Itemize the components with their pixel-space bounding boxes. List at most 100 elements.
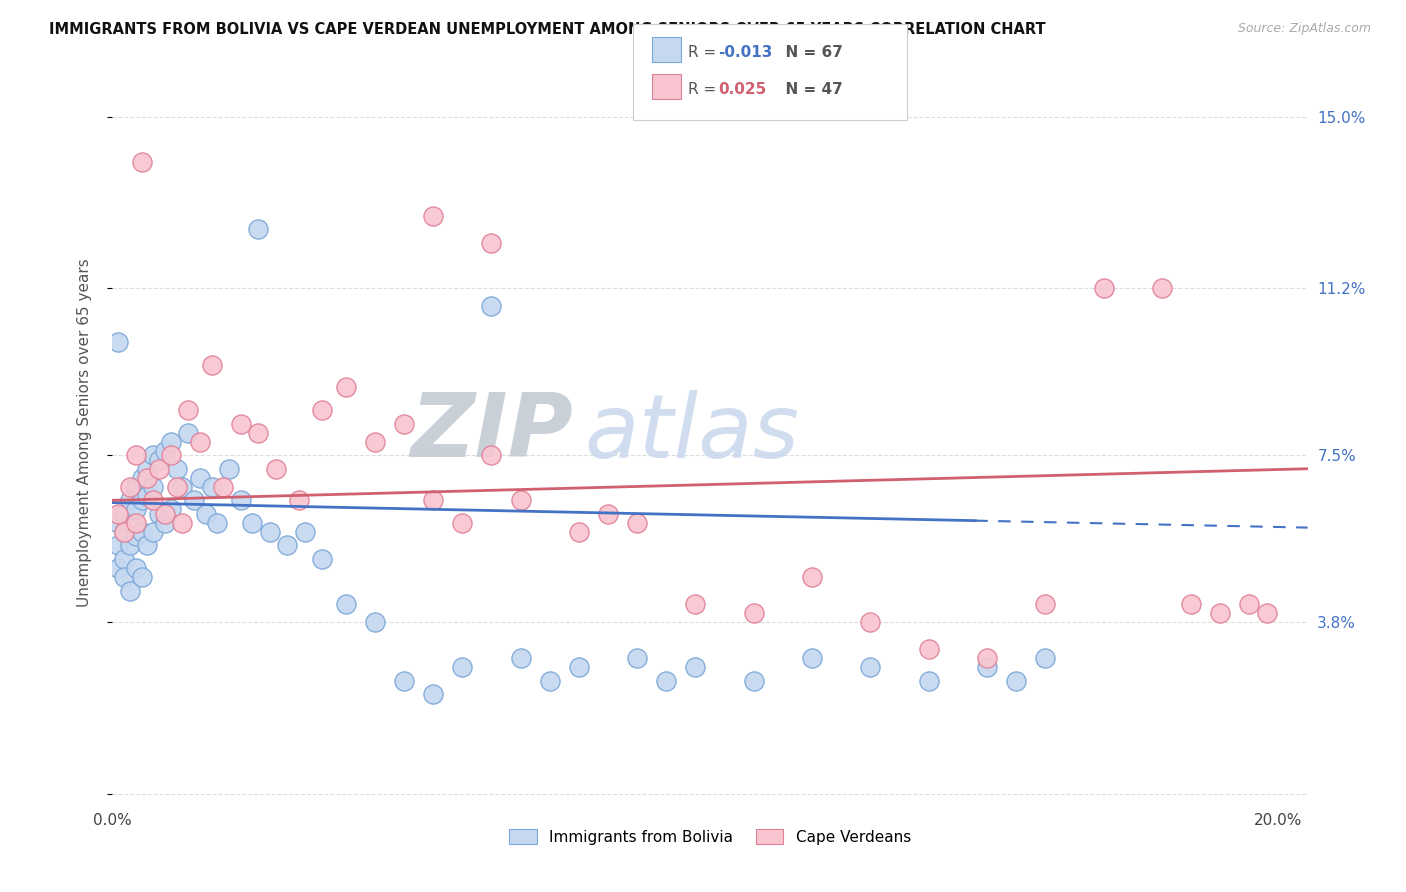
Point bbox=[311, 403, 333, 417]
Point bbox=[112, 552, 135, 566]
Point bbox=[125, 529, 148, 543]
Point bbox=[112, 524, 135, 539]
Point bbox=[335, 380, 357, 394]
Point bbox=[655, 673, 678, 688]
Point bbox=[626, 651, 648, 665]
Point bbox=[568, 660, 591, 674]
Point bbox=[247, 222, 270, 236]
Point bbox=[1180, 597, 1202, 611]
Point bbox=[136, 539, 159, 553]
Point bbox=[200, 358, 222, 372]
Point bbox=[422, 493, 444, 508]
Point bbox=[1256, 606, 1278, 620]
Point bbox=[142, 524, 165, 539]
Point bbox=[218, 461, 240, 475]
Point bbox=[335, 597, 357, 611]
Y-axis label: Unemployment Among Seniors over 65 years: Unemployment Among Seniors over 65 years bbox=[77, 259, 91, 607]
Point bbox=[148, 452, 170, 467]
Point bbox=[153, 507, 176, 521]
Point bbox=[131, 570, 153, 584]
Point bbox=[177, 425, 200, 440]
Point bbox=[125, 561, 148, 575]
Point bbox=[481, 299, 503, 313]
Point bbox=[976, 660, 998, 674]
Point bbox=[801, 651, 824, 665]
Text: atlas: atlas bbox=[585, 390, 800, 475]
Point bbox=[148, 461, 170, 475]
Point bbox=[107, 335, 129, 350]
Point bbox=[1239, 597, 1261, 611]
Point bbox=[917, 673, 939, 688]
Point bbox=[311, 552, 333, 566]
Point bbox=[166, 461, 188, 475]
Point bbox=[1209, 606, 1232, 620]
Point bbox=[159, 502, 181, 516]
Point bbox=[142, 493, 165, 508]
Point bbox=[172, 516, 194, 530]
Point bbox=[917, 642, 939, 657]
Point bbox=[125, 502, 148, 516]
Text: ZIP: ZIP bbox=[409, 389, 572, 476]
Point bbox=[422, 209, 444, 223]
Point bbox=[194, 507, 217, 521]
Point bbox=[148, 507, 170, 521]
Point bbox=[626, 516, 648, 530]
Point bbox=[118, 539, 141, 553]
Point bbox=[276, 539, 298, 553]
Point bbox=[107, 561, 129, 575]
Point bbox=[422, 688, 444, 702]
Point bbox=[188, 434, 211, 449]
Point bbox=[568, 524, 591, 539]
Point bbox=[159, 434, 181, 449]
Point bbox=[118, 480, 141, 494]
Point bbox=[131, 471, 153, 485]
Text: N = 67: N = 67 bbox=[775, 45, 842, 60]
Point bbox=[509, 651, 531, 665]
Point bbox=[685, 597, 707, 611]
Point bbox=[166, 480, 188, 494]
Point bbox=[153, 443, 176, 458]
Point bbox=[509, 493, 531, 508]
Legend: Immigrants from Bolivia, Cape Verdeans: Immigrants from Bolivia, Cape Verdeans bbox=[503, 822, 917, 851]
Point bbox=[364, 434, 387, 449]
Point bbox=[131, 154, 153, 169]
Point bbox=[142, 448, 165, 462]
Point bbox=[392, 673, 415, 688]
Point bbox=[142, 480, 165, 494]
Text: Source: ZipAtlas.com: Source: ZipAtlas.com bbox=[1237, 22, 1371, 36]
Text: 0.025: 0.025 bbox=[718, 82, 766, 97]
Point bbox=[112, 524, 135, 539]
Point bbox=[188, 471, 211, 485]
Point bbox=[364, 615, 387, 630]
Point bbox=[976, 651, 998, 665]
Point bbox=[1033, 651, 1056, 665]
Point bbox=[125, 516, 148, 530]
Point bbox=[131, 524, 153, 539]
Point bbox=[742, 673, 765, 688]
Point bbox=[131, 493, 153, 508]
Point bbox=[107, 516, 129, 530]
Point bbox=[596, 507, 619, 521]
Point bbox=[229, 417, 252, 431]
Text: IMMIGRANTS FROM BOLIVIA VS CAPE VERDEAN UNEMPLOYMENT AMONG SENIORS OVER 65 YEARS: IMMIGRANTS FROM BOLIVIA VS CAPE VERDEAN … bbox=[49, 22, 1046, 37]
Text: -0.013: -0.013 bbox=[718, 45, 773, 60]
Point bbox=[177, 403, 200, 417]
Text: R =: R = bbox=[688, 45, 721, 60]
Point bbox=[481, 235, 503, 250]
Point bbox=[112, 507, 135, 521]
Point bbox=[242, 516, 264, 530]
Point bbox=[247, 425, 270, 440]
Point bbox=[1150, 281, 1173, 295]
Point bbox=[859, 615, 882, 630]
Point bbox=[200, 480, 222, 494]
Point bbox=[212, 480, 235, 494]
Point bbox=[1005, 673, 1028, 688]
Point bbox=[294, 524, 316, 539]
Point bbox=[125, 448, 148, 462]
Point bbox=[451, 516, 474, 530]
Point bbox=[112, 570, 135, 584]
Point bbox=[118, 583, 141, 598]
Point bbox=[392, 417, 415, 431]
Point bbox=[207, 516, 229, 530]
Point bbox=[685, 660, 707, 674]
